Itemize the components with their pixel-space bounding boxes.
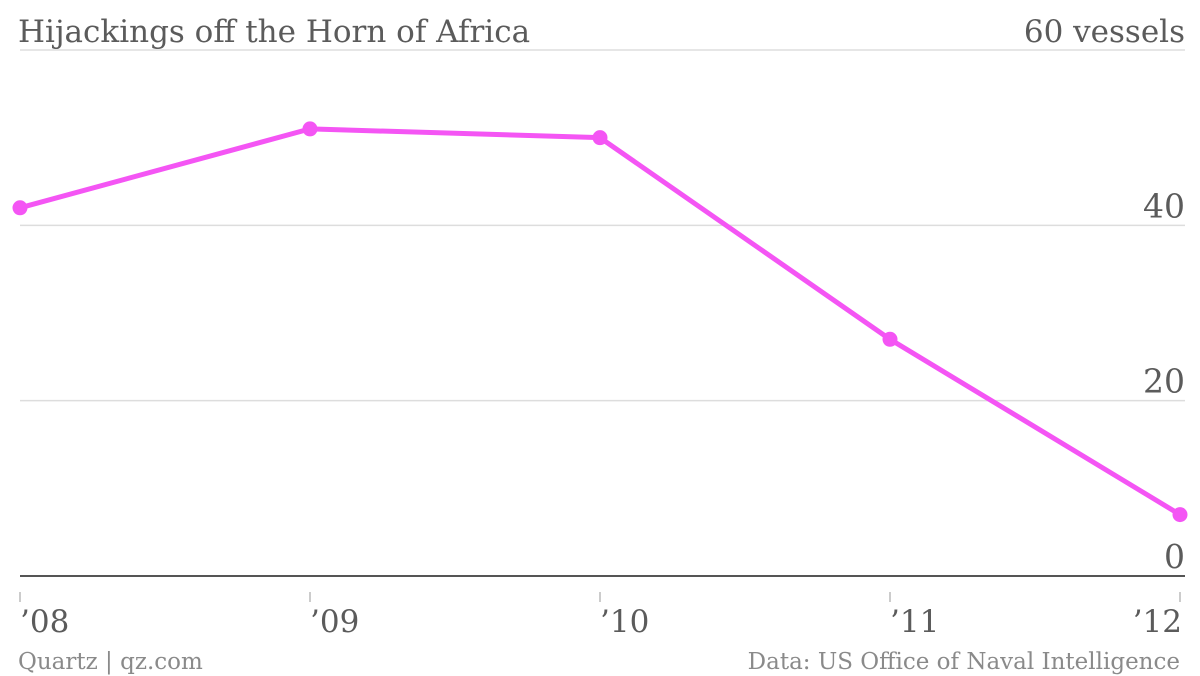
x-tick-label: ’08 [20, 604, 69, 640]
y-tick-labels: 0 20 40 60 vessels [1024, 14, 1185, 576]
series-line-layer [17, 126, 1183, 518]
y-tick-label: 40 [1143, 186, 1185, 225]
y-tick-label: 20 [1143, 362, 1185, 401]
data-point [1172, 507, 1188, 523]
x-tick-label: ’12 [1133, 604, 1182, 640]
x-tick-labels: ’08 ’09 ’10 ’11 ’12 [19, 592, 1182, 640]
x-tick-label: ’09 [310, 604, 359, 640]
data-point [882, 331, 898, 347]
y-tick-label: 0 [1164, 537, 1185, 576]
data-point [592, 130, 608, 146]
y-tick-label: 60 vessels [1024, 14, 1185, 50]
chart-title: Hijackings off the Horn of Africa [18, 14, 530, 50]
grid-lines [20, 49, 1185, 402]
source-credit: Quartz | qz.com [18, 649, 203, 675]
series-line [17, 126, 1183, 518]
x-tick-label: ’11 [890, 604, 939, 640]
data-point [302, 121, 318, 137]
data-point [12, 200, 28, 216]
data-source: Data: US Office of Naval Intelligence [748, 649, 1180, 675]
data-points [12, 121, 1188, 523]
x-tick-label: ’10 [600, 604, 649, 640]
